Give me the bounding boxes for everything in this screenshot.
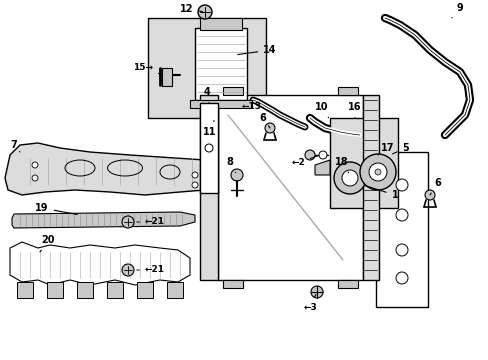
Bar	[362, 95, 378, 280]
Bar	[375, 152, 427, 307]
Bar	[195, 28, 246, 100]
Circle shape	[359, 154, 395, 190]
Polygon shape	[77, 282, 93, 298]
Circle shape	[395, 244, 407, 256]
Circle shape	[368, 163, 386, 181]
Polygon shape	[5, 143, 215, 195]
Bar	[337, 87, 357, 95]
Circle shape	[122, 216, 134, 228]
Circle shape	[310, 286, 323, 298]
Circle shape	[341, 170, 357, 186]
Text: 6: 6	[429, 178, 441, 195]
Circle shape	[122, 264, 134, 276]
Bar	[200, 18, 242, 30]
Polygon shape	[314, 160, 329, 175]
Circle shape	[374, 169, 380, 175]
Bar	[190, 100, 251, 108]
Circle shape	[318, 151, 326, 159]
Text: 8: 8	[226, 157, 235, 172]
Bar	[329, 118, 397, 208]
Circle shape	[192, 172, 198, 178]
Circle shape	[204, 144, 213, 152]
Bar	[200, 103, 218, 193]
Bar	[148, 18, 265, 118]
Circle shape	[395, 179, 407, 191]
Text: ←13: ←13	[242, 103, 264, 115]
Text: 1: 1	[365, 186, 398, 200]
Bar	[223, 87, 243, 95]
Circle shape	[32, 175, 38, 181]
Polygon shape	[137, 282, 153, 298]
Circle shape	[305, 150, 314, 160]
Polygon shape	[10, 242, 190, 285]
Text: 14: 14	[237, 45, 276, 55]
Text: 12: 12	[179, 4, 202, 14]
Text: 6: 6	[259, 113, 269, 128]
Text: 7: 7	[10, 140, 20, 152]
Polygon shape	[17, 282, 33, 298]
Text: ←21: ←21	[137, 217, 164, 226]
Text: 18: 18	[334, 157, 348, 173]
Text: 4: 4	[203, 87, 210, 103]
Text: 10: 10	[315, 102, 328, 118]
Text: 17: 17	[377, 143, 394, 155]
Bar	[162, 68, 172, 86]
Text: 20: 20	[40, 235, 55, 252]
Text: 15→: 15→	[133, 63, 160, 74]
Polygon shape	[12, 212, 195, 228]
Polygon shape	[107, 282, 123, 298]
Circle shape	[192, 182, 198, 188]
Circle shape	[395, 209, 407, 221]
Circle shape	[333, 162, 365, 194]
Text: ←21: ←21	[137, 265, 164, 274]
Text: 5: 5	[392, 143, 408, 154]
Circle shape	[395, 272, 407, 284]
Circle shape	[264, 123, 274, 133]
Polygon shape	[167, 282, 183, 298]
Circle shape	[32, 162, 38, 168]
Text: 16: 16	[347, 102, 361, 118]
Bar	[200, 95, 218, 280]
Bar	[223, 280, 243, 288]
Circle shape	[424, 190, 434, 200]
Text: 9: 9	[451, 3, 463, 18]
Text: 19: 19	[35, 203, 77, 215]
Text: 11: 11	[203, 121, 216, 137]
Text: ←2: ←2	[290, 156, 317, 167]
Polygon shape	[47, 282, 63, 298]
Text: ←3: ←3	[303, 294, 316, 311]
Bar	[218, 95, 362, 280]
Circle shape	[230, 169, 243, 181]
Circle shape	[198, 5, 212, 19]
Bar	[337, 280, 357, 288]
